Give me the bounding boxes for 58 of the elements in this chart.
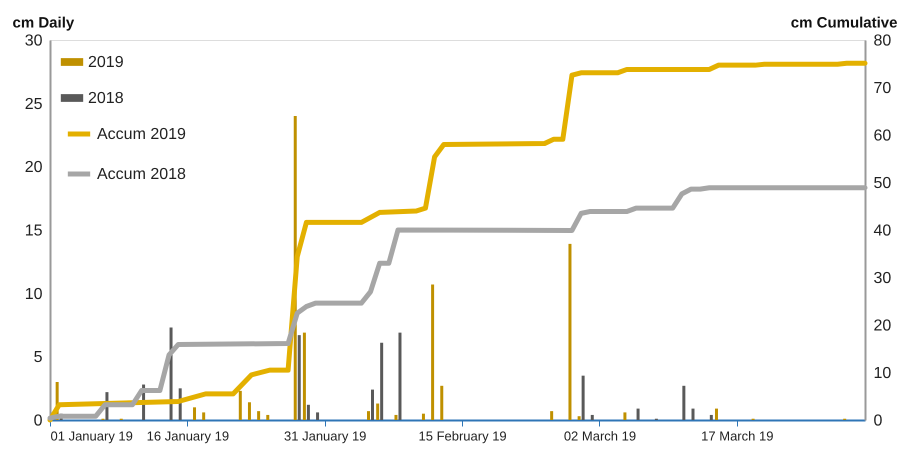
x-tick-label: 15 February 19 (418, 428, 507, 444)
x-tick-label: 31 January 19 (284, 428, 366, 444)
bar (248, 402, 251, 420)
y-tick-label: 15 (24, 222, 43, 240)
bar (306, 404, 310, 420)
y2-tick-label: 60 (874, 128, 892, 144)
y2-tick-label: 30 (874, 270, 892, 287)
legend-label: 2019 (88, 54, 124, 71)
bar (692, 408, 695, 420)
legend-label: Accum 2018 (97, 166, 186, 183)
bar (316, 412, 320, 420)
bar (266, 414, 270, 420)
bar (422, 414, 425, 420)
bar (714, 408, 718, 420)
legend-label: 2018 (88, 90, 124, 107)
y-tick-label: 0 (34, 412, 43, 430)
bar (238, 390, 242, 420)
bar (710, 414, 713, 420)
bar (578, 416, 581, 420)
bar (371, 390, 374, 420)
bar (202, 412, 206, 420)
bar (193, 407, 196, 420)
bar (682, 386, 686, 420)
y-axis-title: cm Daily (12, 14, 75, 32)
bar (302, 332, 306, 420)
bar (582, 376, 585, 420)
x-tick-label: 02 March 19 (564, 428, 636, 444)
bar (380, 342, 384, 420)
y-tick-label: 5 (34, 349, 43, 366)
bar (440, 386, 444, 420)
y2-tick-label: 0 (874, 412, 882, 430)
bar (367, 411, 370, 420)
y2-axis-title: cm Cumulative (790, 14, 898, 32)
bar (568, 244, 572, 420)
x-tick-label: 17 March 19 (701, 428, 774, 444)
bar (550, 411, 554, 420)
bar (394, 414, 398, 420)
y2-tick-label: 10 (874, 365, 892, 382)
x-tick-label: 01 January 19 (50, 428, 133, 444)
y-tick-label: 10 (24, 286, 43, 303)
y2-tick-label: 80 (874, 32, 892, 50)
y-tick-label: 20 (24, 159, 43, 176)
bar (590, 414, 594, 420)
bar (623, 412, 626, 420)
bar (298, 335, 301, 420)
bar (431, 284, 434, 420)
bar (398, 332, 402, 420)
x-tick-label: 16 January 19 (146, 428, 230, 444)
y2-tick-label: 70 (874, 80, 892, 97)
bar (257, 411, 260, 420)
y-tick-label: 30 (24, 32, 43, 50)
y-tick-label: 25 (24, 96, 43, 113)
bar (636, 408, 640, 420)
y2-tick-label: 50 (874, 175, 892, 192)
legend-label: Accum 2019 (97, 126, 186, 143)
bar (376, 404, 380, 420)
y2-tick-label: 20 (874, 318, 892, 334)
y2-tick-label: 40 (874, 222, 892, 240)
